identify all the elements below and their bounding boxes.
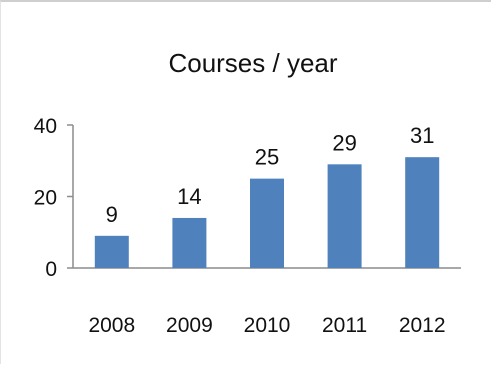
data-label: 25 xyxy=(255,145,279,170)
x-tick-label: 2012 xyxy=(399,314,446,337)
x-tick-label: 2011 xyxy=(322,314,367,337)
y-tick-label: 40 xyxy=(34,115,57,138)
chart-title: Courses / year xyxy=(168,48,337,78)
bar xyxy=(327,164,362,268)
y-tick-labels: 0 20 40 xyxy=(34,115,57,281)
bar xyxy=(405,157,440,268)
x-tick-labels: 2008 2009 2010 2011 2012 xyxy=(88,314,445,337)
y-tick-label: 0 xyxy=(45,258,57,281)
y-tick-label: 20 xyxy=(34,187,57,210)
data-label: 31 xyxy=(410,123,434,148)
bar xyxy=(94,235,129,268)
data-label: 9 xyxy=(106,202,118,227)
bars xyxy=(94,157,440,268)
x-tick-label: 2009 xyxy=(166,314,213,337)
bar xyxy=(172,217,207,268)
bar xyxy=(250,178,284,268)
data-label: 29 xyxy=(332,130,356,155)
data-labels: 9 14 25 29 31 xyxy=(106,123,435,227)
x-tick-label: 2008 xyxy=(88,314,135,337)
x-tick-label: 2010 xyxy=(244,314,291,337)
data-label: 14 xyxy=(177,184,201,209)
